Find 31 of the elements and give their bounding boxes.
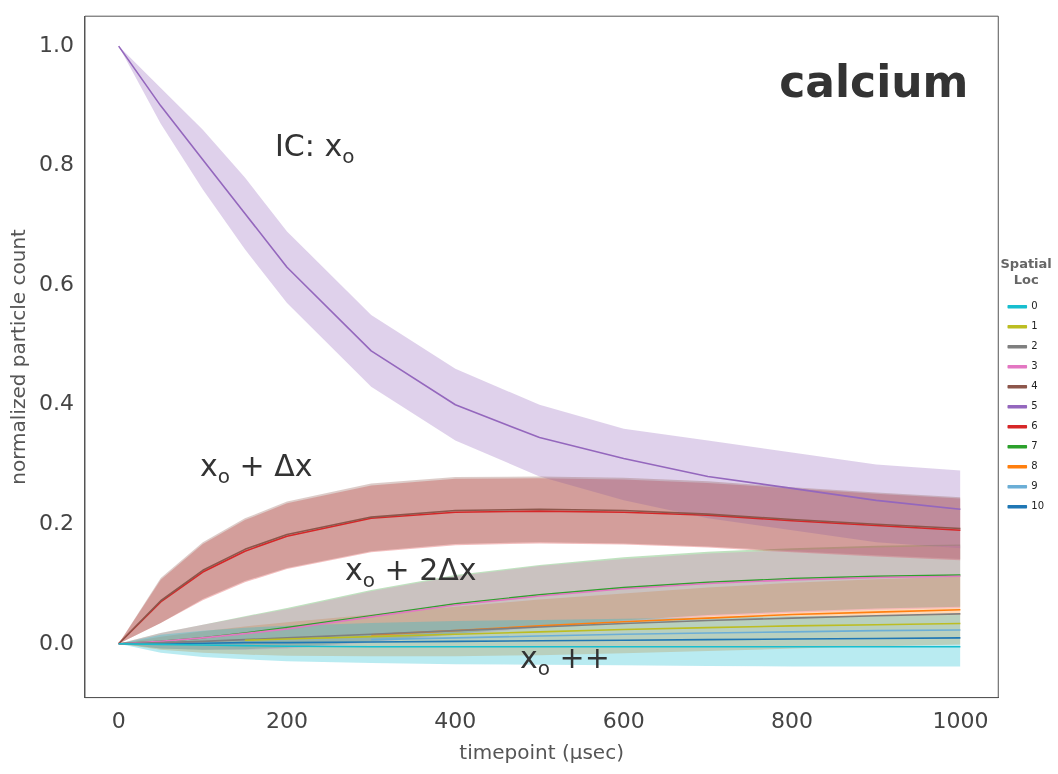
legend-title: Spatial Loc <box>1000 256 1052 287</box>
y-tick-label: 0.2 <box>38 509 74 535</box>
legend-label: 2 <box>1031 340 1038 352</box>
x-tick-label: 800 <box>771 707 814 733</box>
x-axis-title: timepoint (µsec) <box>459 740 624 765</box>
x-tick-label: 400 <box>434 707 477 733</box>
annotation: IC: x$_{o}$ <box>275 128 355 168</box>
annotation: x$_{o}$ ++ <box>520 640 610 680</box>
y-axis-title: normalized particle count <box>6 228 31 485</box>
y-tick-label: 0.0 <box>38 629 74 655</box>
text: calcium <box>779 56 969 108</box>
annotation: x$_{o}$ + 2Δx <box>345 552 477 592</box>
annotation: x$_{o}$ + Δx <box>200 448 313 488</box>
x-tick-label: 1000 <box>932 707 989 733</box>
legend-label: 0 <box>1031 300 1038 312</box>
y-tick-label: 0.6 <box>38 270 74 296</box>
x-tick-label: 0 <box>111 707 126 733</box>
legend-label: 5 <box>1031 400 1038 412</box>
legend-label: 10 <box>1031 500 1045 512</box>
y-tick-label: 0.4 <box>38 390 74 416</box>
legend-label: 8 <box>1031 460 1038 472</box>
legend-label: 1 <box>1031 320 1038 332</box>
y-tick-label: 0.8 <box>38 151 74 177</box>
legend-label: 3 <box>1031 360 1038 372</box>
legend-label: 4 <box>1031 380 1038 392</box>
y-tick-label: 1.0 <box>38 31 74 57</box>
legend-label: 6 <box>1031 420 1038 432</box>
legend-label: 9 <box>1031 480 1038 492</box>
legend-label: 7 <box>1031 440 1038 452</box>
x-tick-label: 600 <box>602 707 645 733</box>
x-tick-label: 200 <box>266 707 308 733</box>
